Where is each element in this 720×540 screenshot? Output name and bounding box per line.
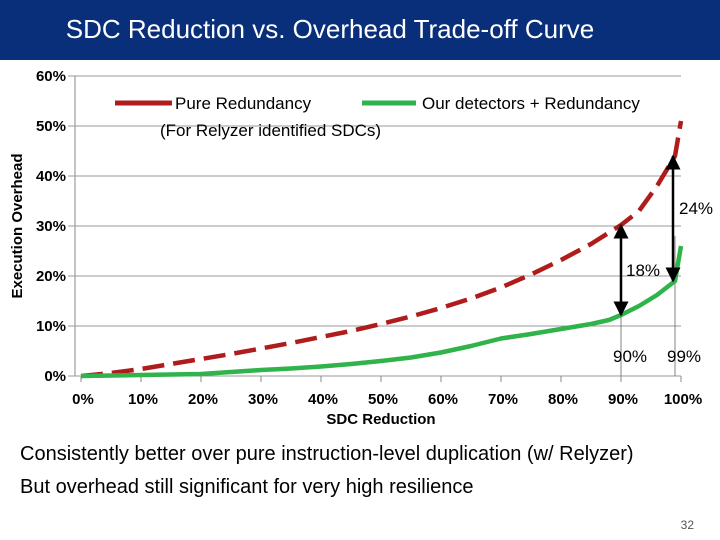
y-tick-label: 40% — [36, 168, 66, 185]
annotation-18pct: 18% — [626, 261, 660, 280]
legend-sublabel-pure-redundancy: (For Relyzer identified SDCs) — [160, 121, 381, 140]
x-tick-label: 20% — [188, 391, 218, 408]
x-tick-label: 60% — [428, 391, 458, 408]
legend-label-pure-redundancy: Pure Redundancy — [175, 94, 312, 113]
page-number: 32 — [680, 518, 694, 532]
bullet-1: Consistently better over pure instructio… — [20, 443, 634, 465]
x-axis-title: SDC Reduction — [326, 411, 435, 428]
x-tick-label: 90% — [608, 391, 638, 408]
x-tick-label: 50% — [368, 391, 398, 408]
series-line-pure-redundancy — [80, 120, 684, 379]
y-tick-label: 30% — [36, 218, 66, 235]
marker-label-99pct: 99% — [667, 347, 701, 366]
y-tick-label: 50% — [36, 118, 66, 135]
x-tick-label: 100% — [664, 391, 702, 408]
y-tick-label: 60% — [36, 68, 66, 85]
x-tick-label: 70% — [488, 391, 518, 408]
bullet-list: Consistently better over pure instructio… — [20, 442, 680, 508]
slide-title: SDC Reduction vs. Overhead Trade-off Cur… — [65, 14, 595, 44]
marker-label-90pct: 90% — [613, 347, 647, 366]
x-tick-label: 0% — [72, 391, 94, 408]
legend-label-our-detectors: Our detectors + Redundancy — [422, 94, 640, 113]
y-tick-label: 20% — [36, 268, 66, 285]
x-tick-label: 10% — [128, 391, 158, 408]
y-tick-label: 10% — [36, 318, 66, 335]
title-bar: SDC Reduction vs. Overhead Trade-off Cur… — [0, 0, 720, 60]
x-tick-label: 30% — [248, 391, 278, 408]
series-line-our-detectors — [80, 245, 684, 379]
y-axis-title: Execution Overhead — [9, 153, 26, 298]
y-tick-label: 0% — [44, 368, 66, 385]
bullet-2: But overhead still significant for very … — [20, 476, 474, 498]
x-tick-label: 40% — [308, 391, 338, 408]
annotation-24pct: 24% — [679, 199, 713, 218]
x-tick-label: 80% — [548, 391, 578, 408]
tradeoff-chart: 0% 10% 20% 30% 40% 50% 60% 0% 10% 20% 30% 40% 50% 60… — [9, 68, 713, 428]
